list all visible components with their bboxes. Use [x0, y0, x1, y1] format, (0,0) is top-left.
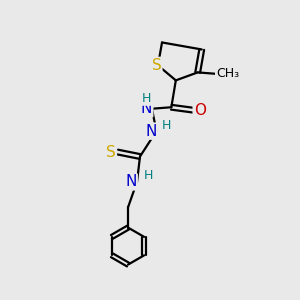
Text: S: S	[152, 58, 161, 73]
Text: S: S	[106, 145, 116, 160]
Text: N: N	[125, 174, 137, 189]
Text: CH₃: CH₃	[216, 68, 239, 80]
Text: H: H	[162, 119, 172, 132]
Text: N: N	[141, 101, 152, 116]
Text: N: N	[145, 124, 157, 139]
Text: H: H	[144, 169, 153, 182]
Text: H: H	[142, 92, 151, 105]
Text: O: O	[194, 103, 206, 118]
